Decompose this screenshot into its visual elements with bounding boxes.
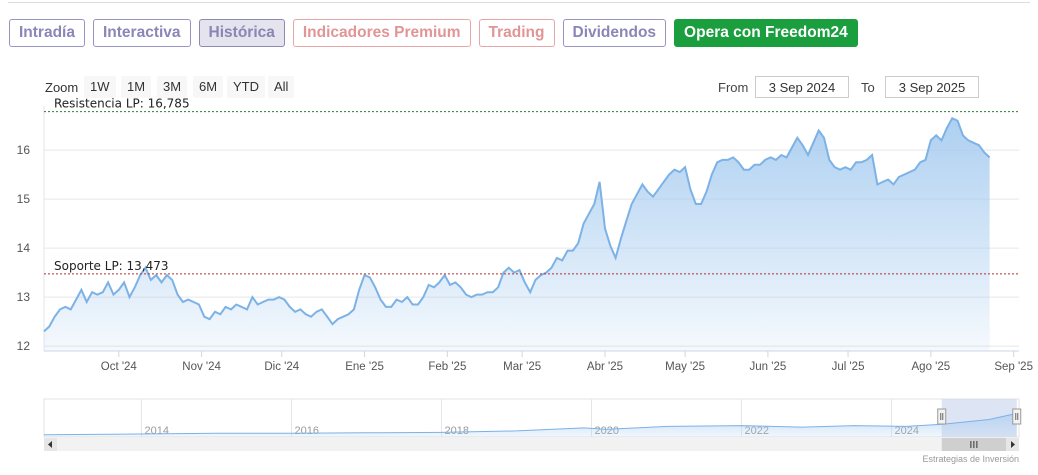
tab-historica[interactable]: Histórica <box>198 19 285 47</box>
zoom-button-1w[interactable]: 1W <box>84 76 116 98</box>
scroll-right-arrow-icon <box>1011 441 1015 448</box>
y-tick-label: 12 <box>17 339 31 353</box>
scrollbar-track <box>44 438 1019 451</box>
x-tick-label: Mar '25 <box>503 361 541 373</box>
zoom-label: Zoom <box>45 80 79 95</box>
credit-label: Estrategias de Inversión <box>922 454 1019 464</box>
scroll-left-arrow-icon <box>48 441 52 448</box>
x-tick-label: May '25 <box>665 361 705 373</box>
zoom-button-ytd[interactable]: YTD <box>227 76 265 98</box>
navigator-area <box>44 413 1017 437</box>
range-from-input[interactable] <box>755 76 849 98</box>
tab-interactiva[interactable]: Interactiva <box>92 19 191 47</box>
x-tick-label: Abr '25 <box>587 361 623 373</box>
y-tick-label: 16 <box>17 143 31 157</box>
tab-intradia[interactable]: Intradía <box>9 19 85 47</box>
y-tick-label: 14 <box>17 241 31 255</box>
x-tick-label: Oct '24 <box>101 361 138 373</box>
range-to-label: To <box>861 80 875 95</box>
series-line <box>43 117 991 333</box>
x-tick-label: Nov '24 <box>182 361 221 373</box>
x-tick-label: Jul '25 <box>832 361 865 373</box>
annotation-label: Resistencia LP: 16,785 <box>54 97 190 111</box>
range-from-label: From <box>718 80 749 95</box>
x-tick-label: Dic '24 <box>264 361 299 373</box>
annotation-label: Soporte LP: 13,473 <box>54 259 169 273</box>
x-tick-label: Ene '25 <box>345 361 384 373</box>
tab-trading[interactable]: Trading <box>478 19 555 47</box>
navigator-handle[interactable] <box>937 408 947 425</box>
tab-bar: Intradía Interactiva Histórica Indicadores … <box>9 19 858 47</box>
tab-dividendos[interactable]: Dividendos <box>562 19 667 47</box>
range-to-input[interactable] <box>885 76 979 98</box>
y-tick-label: 15 <box>17 192 31 206</box>
navigator-handle[interactable] <box>1012 408 1022 425</box>
tab-indicadores-premium[interactable]: Indicadores Premium <box>292 19 471 47</box>
navigator-line <box>43 412 1017 436</box>
zoom-button-1m[interactable]: 1M <box>121 76 152 98</box>
top-divider <box>8 2 1030 3</box>
x-tick-label: Feb '25 <box>428 361 466 373</box>
x-tick-label: Ago '25 <box>912 361 951 373</box>
y-tick-label: 13 <box>17 290 31 304</box>
zoom-button-all[interactable]: All <box>268 76 295 98</box>
x-tick-label: Jun '25 <box>750 361 787 373</box>
series-area <box>44 118 990 351</box>
x-tick-label: Sep '25 <box>994 361 1033 373</box>
zoom-button-6m[interactable]: 6M <box>193 76 224 98</box>
tab-opera-con-freedom24[interactable]: Opera con Freedom24 <box>674 19 858 47</box>
zoom-button-3m[interactable]: 3M <box>157 76 188 98</box>
